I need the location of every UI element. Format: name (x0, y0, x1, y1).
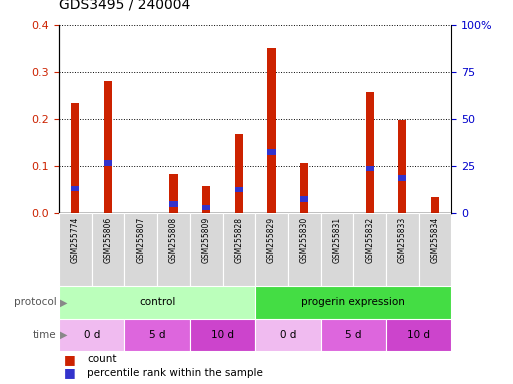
Bar (398, 175, 406, 180)
Bar (255, 213, 288, 286)
Bar (59, 286, 255, 319)
Bar (71, 186, 80, 192)
Text: time: time (33, 330, 56, 340)
Text: GSM255830: GSM255830 (300, 217, 309, 263)
Bar (386, 213, 419, 286)
Text: GSM255832: GSM255832 (365, 217, 374, 263)
Bar (223, 213, 255, 286)
Text: GSM255807: GSM255807 (136, 217, 145, 263)
Bar (235, 187, 243, 192)
Text: ▶: ▶ (60, 330, 68, 340)
Text: ■: ■ (64, 366, 80, 379)
Bar (59, 319, 124, 351)
Bar (124, 213, 157, 286)
Text: percentile rank within the sample: percentile rank within the sample (87, 368, 263, 378)
Bar (92, 213, 125, 286)
Bar (202, 186, 210, 213)
Text: 0 d: 0 d (280, 330, 296, 340)
Bar (71, 103, 80, 213)
Bar (255, 319, 321, 351)
Bar (431, 197, 439, 213)
Text: GSM255831: GSM255831 (332, 217, 342, 263)
Text: GDS3495 / 240004: GDS3495 / 240004 (59, 0, 190, 12)
Text: GSM255774: GSM255774 (71, 217, 80, 263)
Text: GSM255828: GSM255828 (234, 217, 243, 263)
Bar (169, 201, 177, 207)
Bar (157, 213, 190, 286)
Bar (104, 81, 112, 213)
Text: ▶: ▶ (60, 297, 68, 308)
Text: GSM255833: GSM255833 (398, 217, 407, 263)
Text: GSM255809: GSM255809 (202, 217, 211, 263)
Text: 10 d: 10 d (211, 330, 234, 340)
Bar (235, 134, 243, 213)
Bar (366, 92, 374, 213)
Text: 10 d: 10 d (407, 330, 430, 340)
Bar (104, 160, 112, 166)
Text: count: count (87, 354, 117, 364)
Text: GSM255829: GSM255829 (267, 217, 276, 263)
Bar (124, 319, 190, 351)
Bar (267, 149, 275, 155)
Text: 5 d: 5 d (345, 330, 362, 340)
Bar (190, 213, 223, 286)
Text: GSM255806: GSM255806 (104, 217, 112, 263)
Bar (300, 163, 308, 213)
Text: ■: ■ (64, 353, 80, 366)
Bar (190, 319, 255, 351)
Text: GSM255808: GSM255808 (169, 217, 178, 263)
Bar (321, 319, 386, 351)
Bar (398, 121, 406, 213)
Bar (288, 213, 321, 286)
Bar (169, 174, 177, 213)
Bar (300, 196, 308, 202)
Bar (202, 205, 210, 210)
Bar (255, 286, 451, 319)
Text: GSM255834: GSM255834 (430, 217, 440, 263)
Text: protocol: protocol (14, 297, 56, 308)
Text: 0 d: 0 d (84, 330, 100, 340)
Text: progerin expression: progerin expression (302, 297, 405, 308)
Bar (267, 48, 275, 213)
Bar (419, 213, 451, 286)
Bar (386, 319, 451, 351)
Text: control: control (139, 297, 175, 308)
Bar (59, 213, 92, 286)
Bar (366, 166, 374, 171)
Bar (353, 213, 386, 286)
Bar (321, 213, 353, 286)
Text: 5 d: 5 d (149, 330, 165, 340)
